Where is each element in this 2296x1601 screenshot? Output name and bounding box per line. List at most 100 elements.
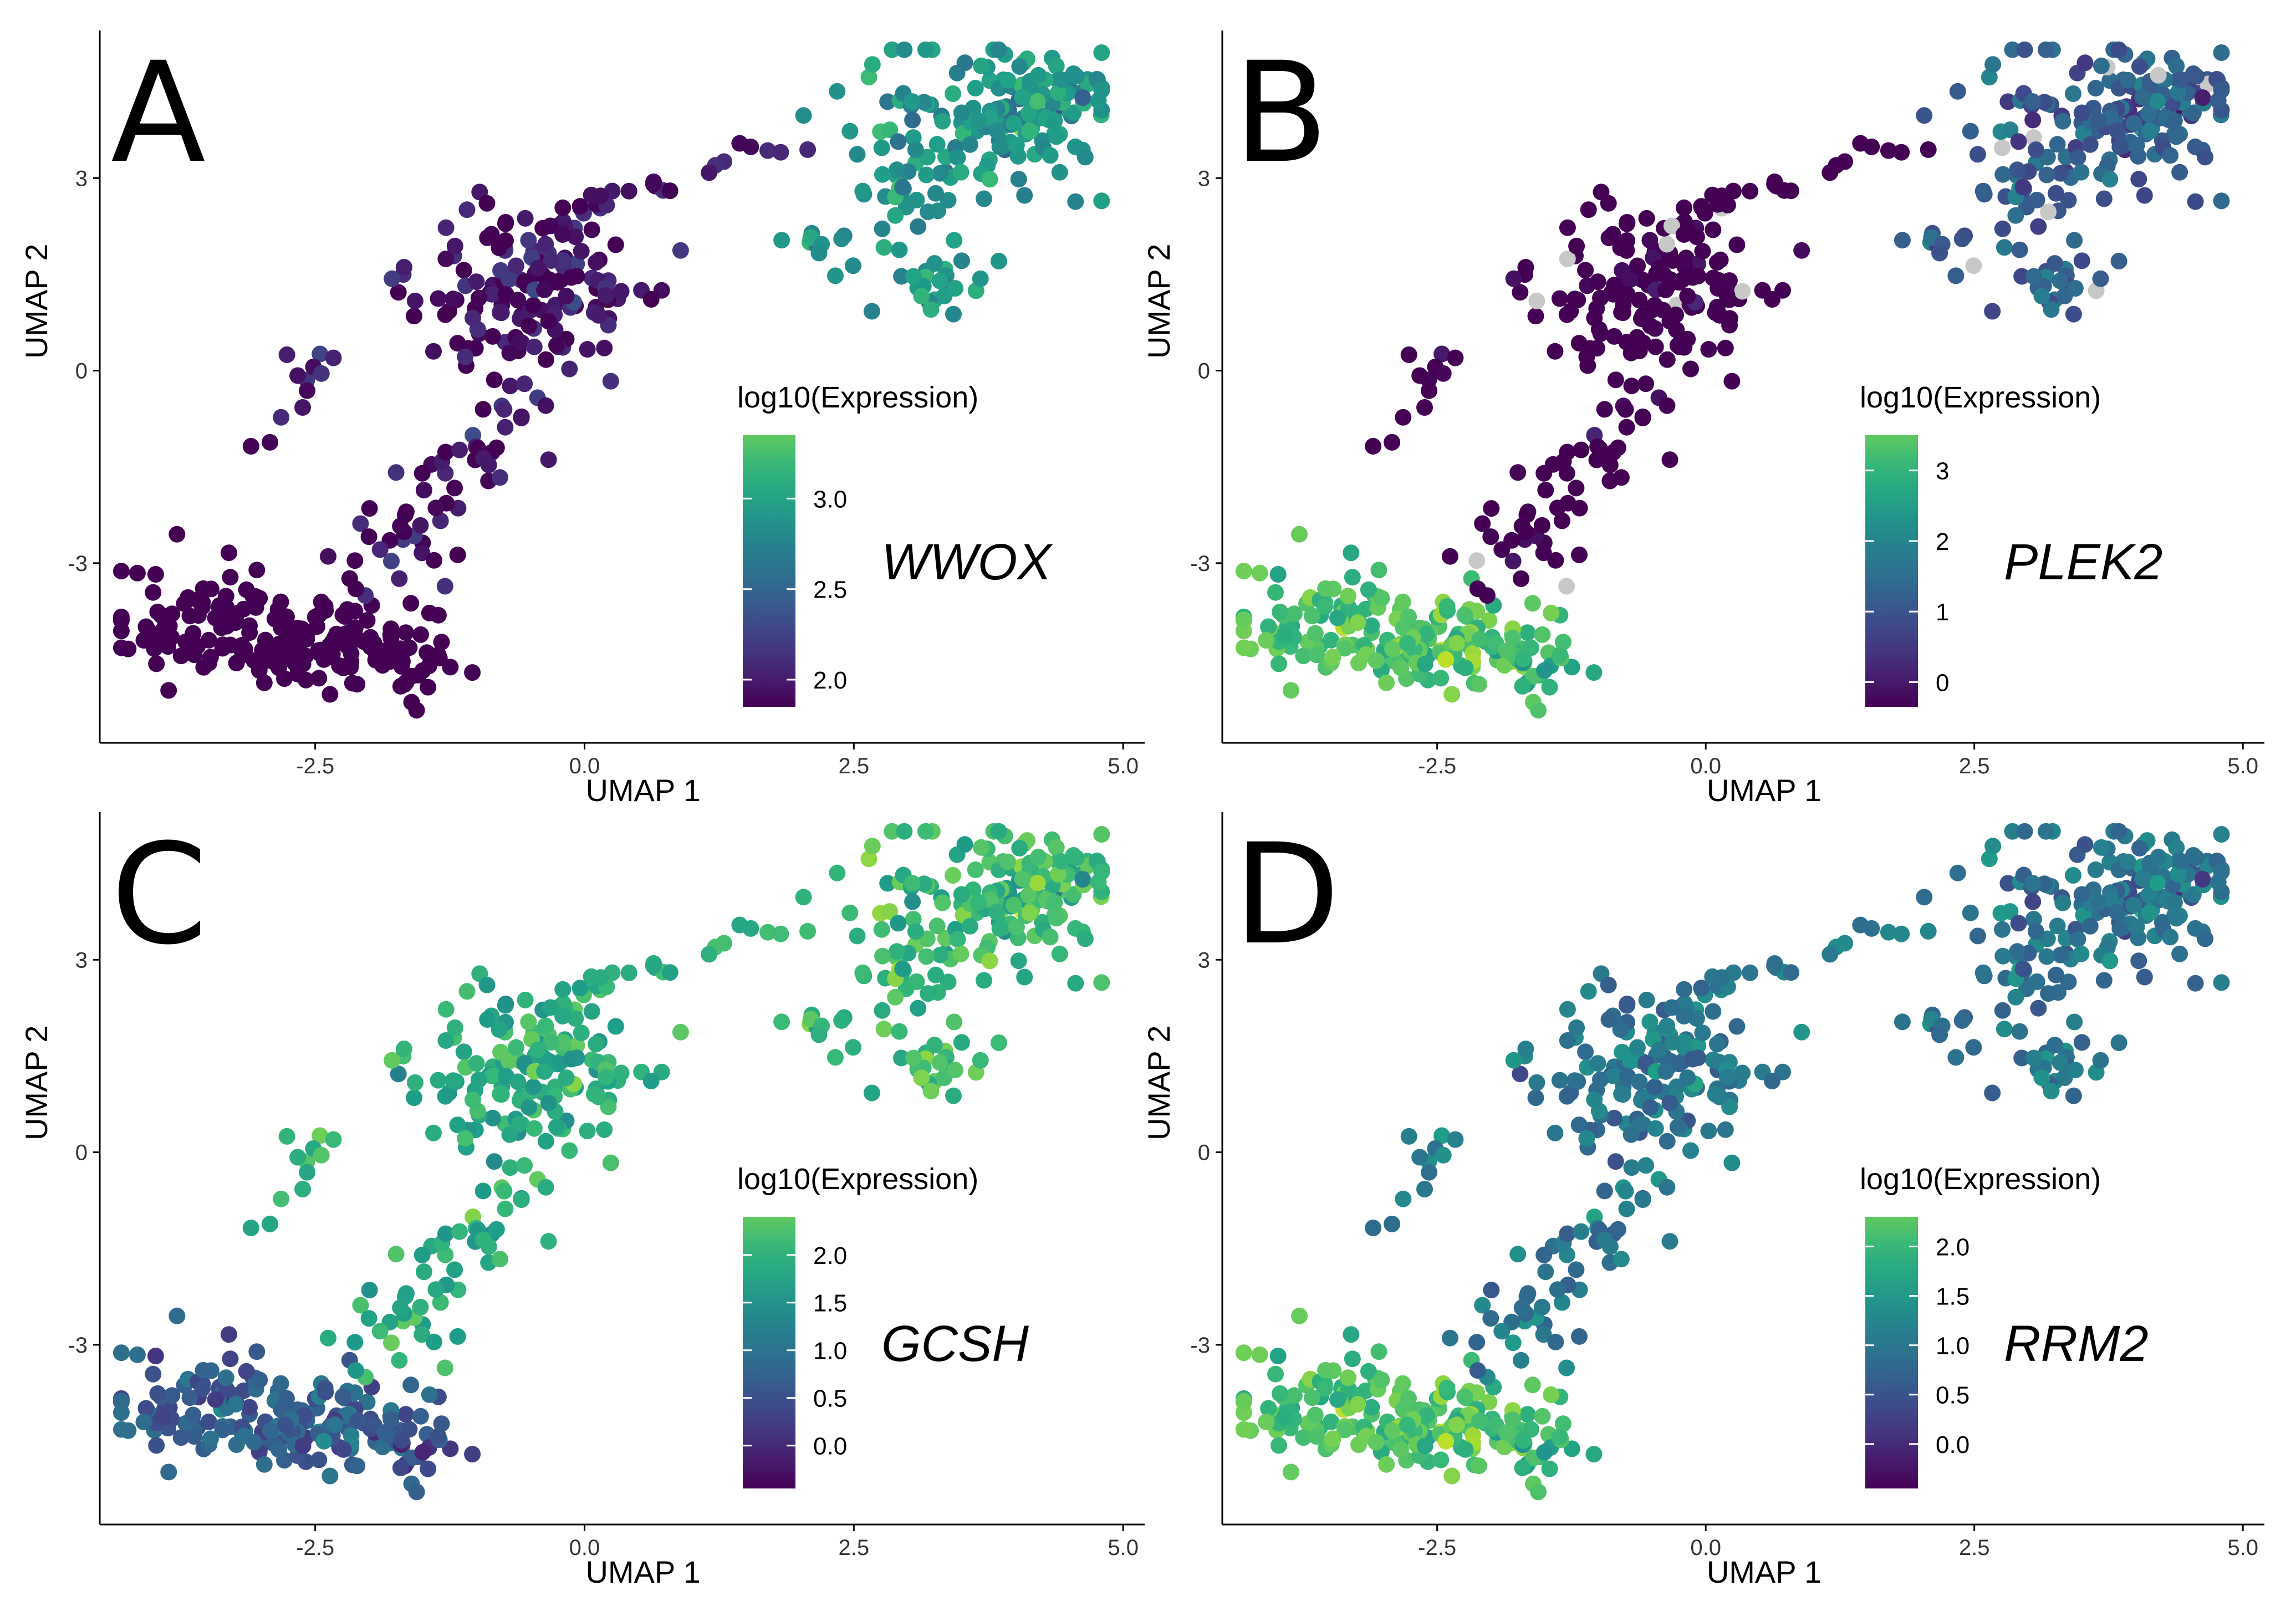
data-point [1551, 1072, 1568, 1089]
y-tick-label: -3 [1190, 1333, 1210, 1358]
data-point [1443, 686, 1461, 703]
data-point [1432, 670, 1450, 687]
data-point [2002, 903, 2019, 920]
data-point [1688, 228, 1705, 246]
data-point [1535, 1246, 1553, 1263]
data-point [148, 1437, 165, 1454]
data-point [1317, 1362, 1334, 1379]
data-point [1269, 566, 1287, 583]
data-point [795, 107, 812, 124]
data-point [554, 1034, 572, 1051]
data-point [2095, 190, 2113, 207]
data-point [1634, 410, 1651, 426]
data-point [172, 1429, 190, 1446]
data-point [169, 526, 186, 543]
data-point [113, 1421, 130, 1438]
data-point [395, 1041, 412, 1058]
data-point [928, 136, 946, 153]
data-point [2007, 207, 2024, 224]
data-point [1578, 348, 1595, 365]
data-point [2014, 179, 2032, 196]
data-point [1272, 1385, 1289, 1402]
data-point [1682, 360, 1699, 378]
data-point [313, 1146, 330, 1164]
data-point [185, 625, 202, 642]
data-point [567, 1010, 584, 1027]
data-point [2130, 952, 2147, 970]
data-point [525, 1078, 542, 1095]
data-point [918, 948, 935, 965]
data-point [312, 345, 329, 363]
data-point [1947, 267, 1965, 284]
data-point [1307, 625, 1324, 642]
data-point [1600, 1011, 1618, 1028]
data-point [2136, 187, 2153, 204]
data-point [642, 291, 660, 308]
data-point [2076, 836, 2094, 853]
data-point [2213, 974, 2230, 991]
data-point [1600, 195, 1617, 212]
data-point [1969, 146, 1986, 163]
data-point [1438, 1379, 1456, 1396]
data-point [1631, 292, 1648, 309]
data-point [932, 946, 949, 963]
data-point [145, 584, 162, 601]
data-point [759, 142, 777, 159]
data-point [1659, 1133, 1676, 1150]
data-point [451, 441, 468, 458]
data-point [1005, 115, 1022, 132]
data-point [1600, 230, 1618, 246]
data-point [1010, 171, 1027, 188]
data-point [2187, 920, 2204, 937]
data-point [414, 465, 431, 482]
data-point [918, 166, 935, 183]
data-point [873, 921, 890, 938]
data-point [845, 257, 861, 274]
data-point [397, 1406, 414, 1423]
data-point [926, 1037, 943, 1054]
data-point [2067, 1062, 2084, 1079]
data-point [602, 373, 619, 390]
data-point [493, 304, 510, 322]
data-point [371, 1323, 389, 1340]
data-point [1340, 588, 1357, 605]
data-point [135, 632, 152, 649]
data-point [278, 1390, 295, 1407]
data-point [1669, 336, 1686, 354]
data-point [1373, 1371, 1390, 1389]
data-point [513, 410, 530, 426]
data-point [1617, 401, 1634, 418]
data-point [1065, 65, 1082, 82]
data-point [349, 1413, 366, 1429]
data-point [889, 161, 905, 179]
x-tick-label: 5.0 [1108, 1536, 1139, 1560]
data-point [554, 252, 572, 269]
data-point [1634, 1191, 1651, 1208]
data-point [945, 867, 962, 884]
legend-title: log10(Expression) [1860, 381, 2101, 414]
data-point [238, 1363, 255, 1380]
y-axis-title: UMAP 2 [1141, 1026, 1176, 1140]
data-point [1916, 107, 1933, 124]
data-point [414, 662, 431, 679]
data-point [1969, 927, 1986, 945]
data-point [588, 254, 605, 271]
data-point [251, 1371, 268, 1389]
data-point [390, 1065, 407, 1083]
data-point [1793, 242, 1810, 259]
data-point [516, 1157, 533, 1174]
data-point [1304, 1389, 1320, 1406]
data-point [949, 931, 966, 948]
data-point [1589, 273, 1606, 290]
data-point [361, 1282, 378, 1299]
data-point [525, 1120, 543, 1137]
data-point [383, 1334, 400, 1352]
data-point [1651, 1041, 1668, 1058]
data-point [561, 1142, 578, 1159]
y-axis-title: UMAP 2 [1141, 244, 1176, 359]
data-point [953, 1034, 970, 1051]
data-point [1568, 1019, 1585, 1036]
data-point [294, 1181, 311, 1197]
data-point [2092, 270, 2109, 287]
data-point [502, 1159, 519, 1176]
